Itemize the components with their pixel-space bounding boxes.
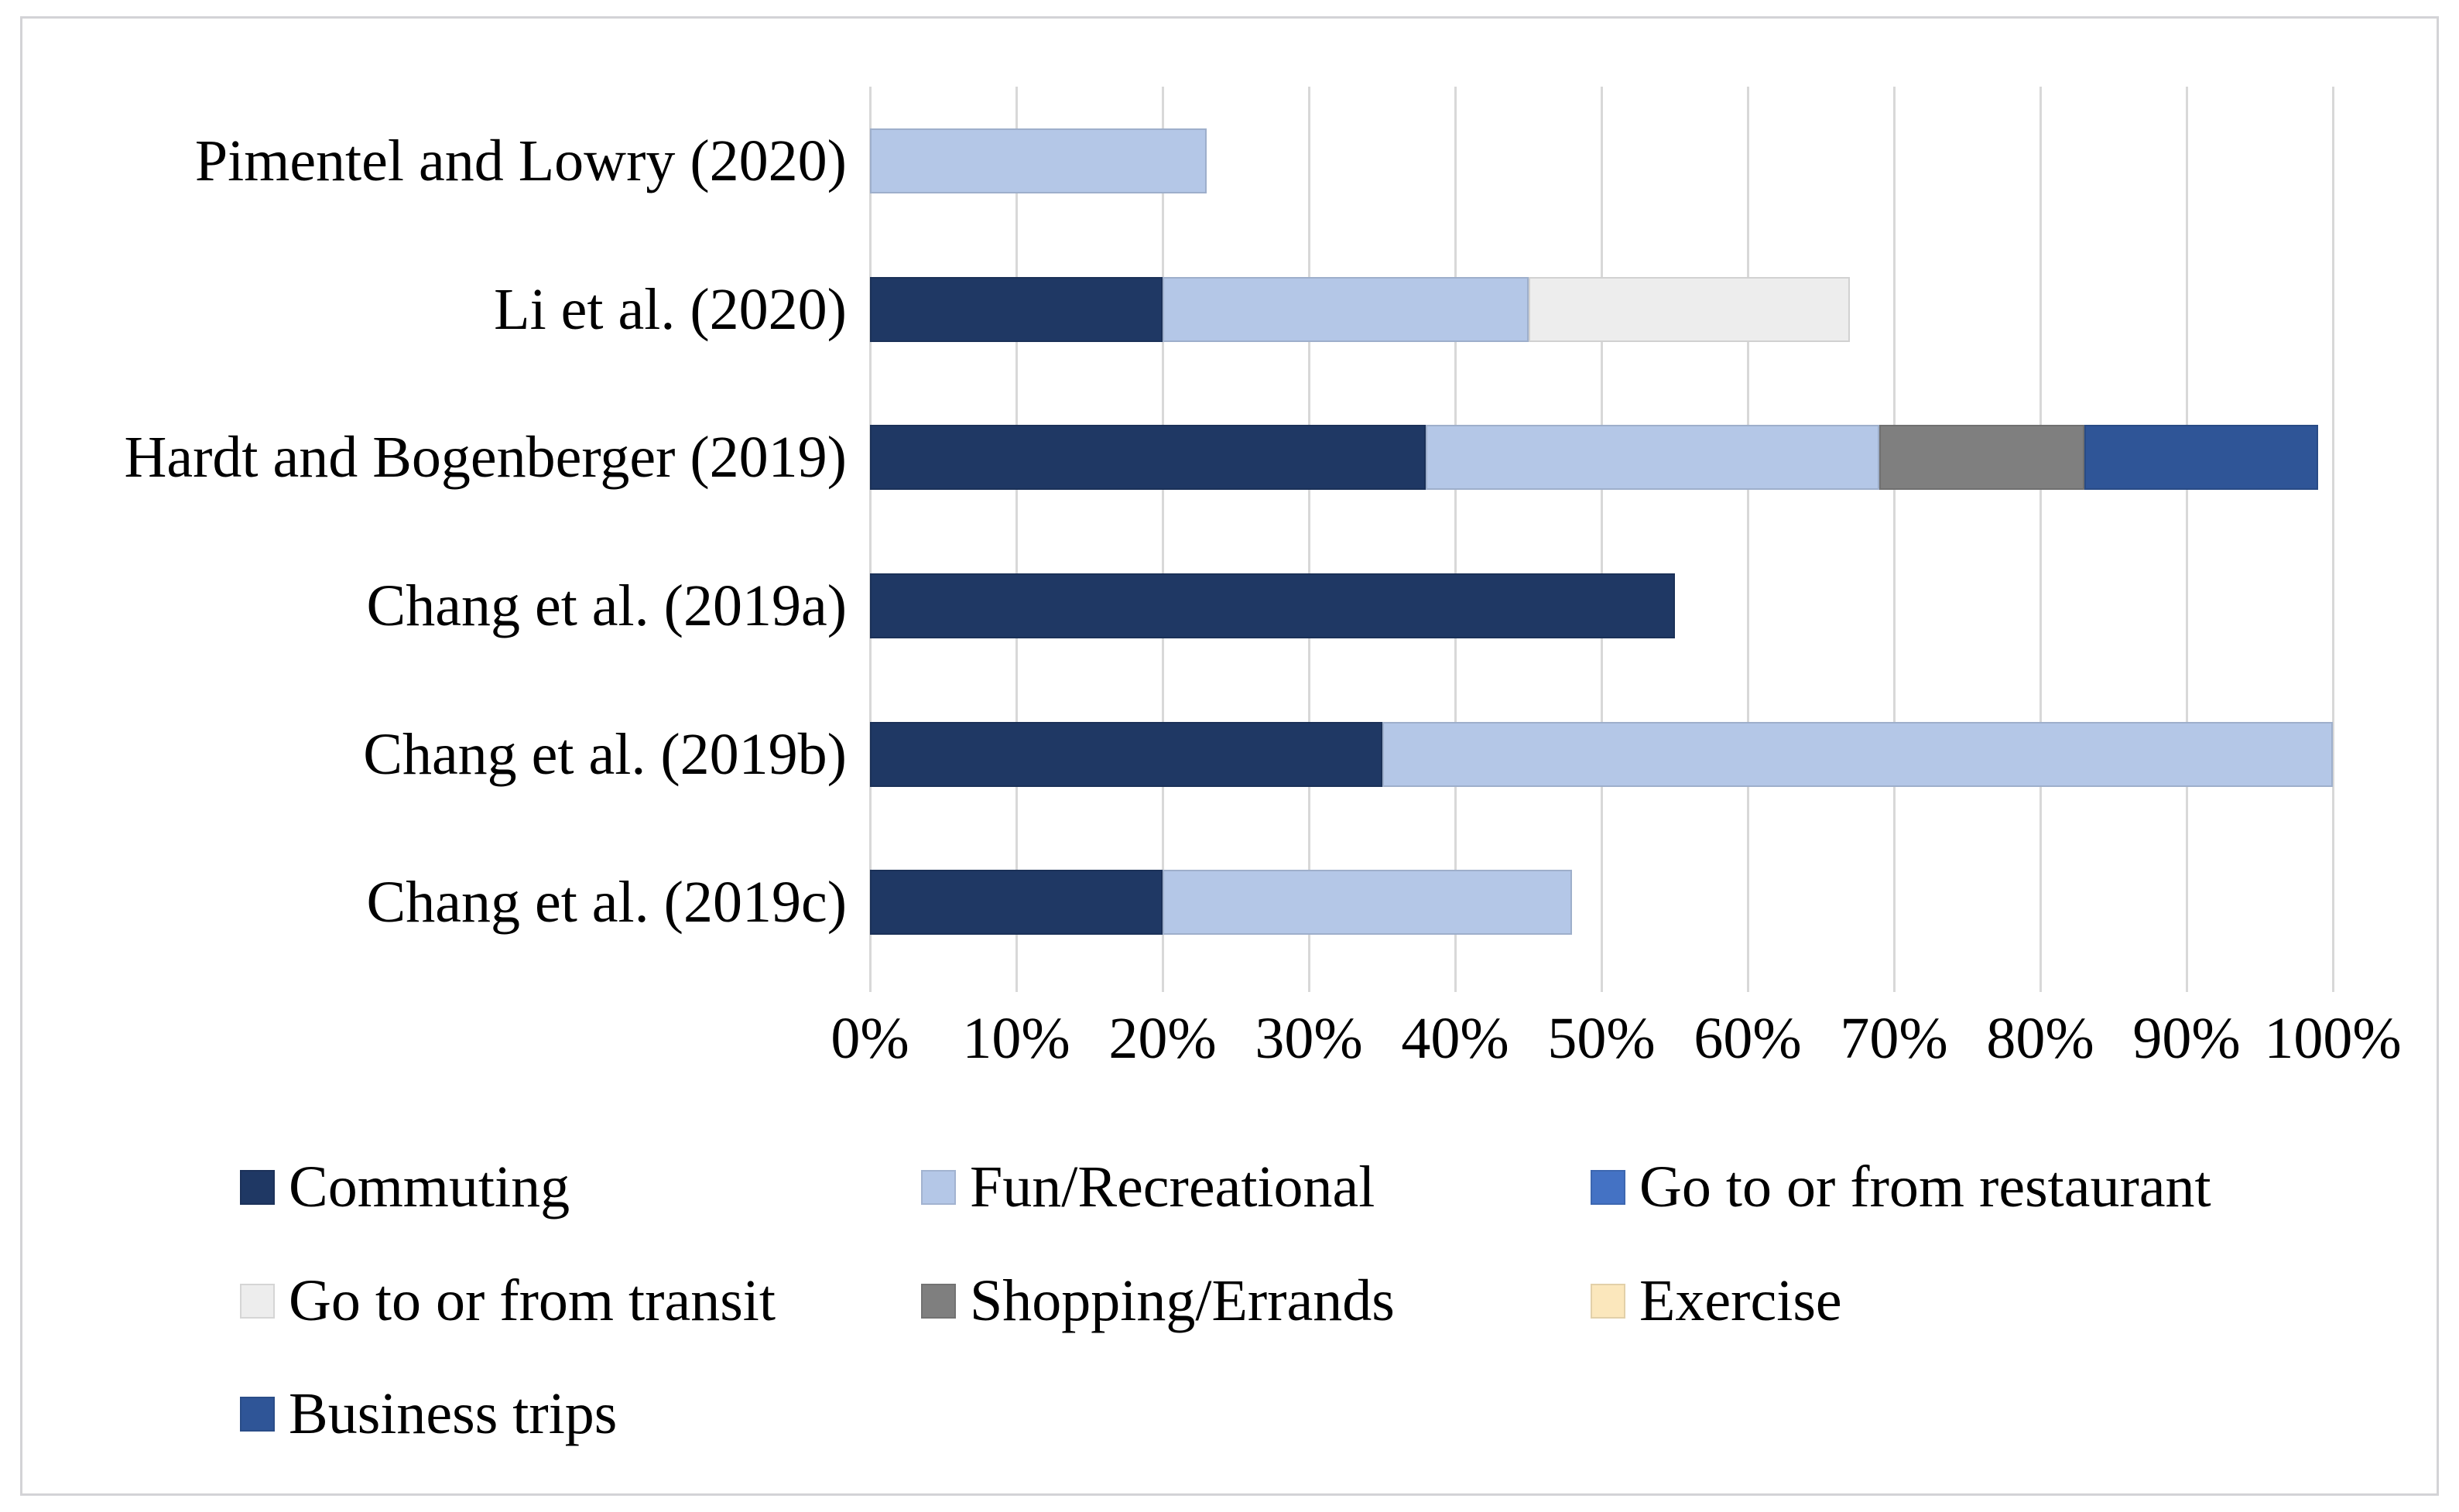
bar-segment-fun-recreational [1382, 721, 2333, 787]
gridline-100% [2332, 87, 2334, 992]
legend-swatch [240, 1283, 275, 1319]
x-tick-label: 50% [1547, 1006, 1656, 1071]
legend-item-fun-recreational: Fun/Recreational [921, 1151, 1375, 1223]
category-label: Chang et al. (2019a) [366, 573, 847, 638]
x-tick-label: 80% [1986, 1006, 2094, 1071]
legend-label: Exercise [1639, 1268, 1842, 1333]
legend-item-exercise: Exercise [1591, 1265, 1842, 1336]
gridline-0% [869, 87, 872, 992]
legend-swatch [1591, 1283, 1625, 1319]
bar-segment-commuting [870, 870, 1163, 936]
bar-segment-commuting [870, 425, 1426, 491]
legend-swatch [921, 1283, 956, 1319]
gridline-40% [1454, 87, 1457, 992]
legend-swatch [240, 1169, 275, 1205]
bar-segment-commuting [870, 721, 1382, 787]
figure-border [20, 16, 2439, 1496]
category-label: Li et al. (2020) [494, 276, 847, 342]
gridline-10% [1015, 87, 1018, 992]
legend-swatch [240, 1396, 275, 1432]
x-tick-label: 10% [962, 1006, 1070, 1071]
legend-label: Go to or from restaurant [1639, 1155, 2211, 1220]
bar-segment-fun-recreational [870, 128, 1207, 193]
category-label: Pimentel and Lowry (2020) [194, 128, 847, 193]
gridline-60% [1747, 87, 1749, 992]
legend-label: Shopping/Errands [970, 1268, 1395, 1333]
bar-segment-fun-recreational [1163, 276, 1529, 342]
legend-item-go-to-or-from-transit: Go to or from transit [240, 1265, 776, 1336]
legend-item-shopping-errands: Shopping/Errands [921, 1265, 1395, 1336]
category-label: Chang et al. (2019c) [366, 870, 847, 936]
bar-segment-commuting [870, 276, 1163, 342]
legend-label: Fun/Recreational [970, 1155, 1375, 1220]
gridline-80% [2039, 87, 2042, 992]
bar-segment-shopping-errands [1879, 425, 2084, 491]
x-tick-label: 0% [831, 1006, 909, 1071]
gridline-70% [1893, 87, 1896, 992]
legend-item-business-trips: Business trips [240, 1378, 617, 1449]
x-tick-label: 70% [1840, 1006, 1948, 1071]
legend-label: Go to or from transit [289, 1268, 776, 1333]
category-label: Hardt and Bogenberger (2019) [124, 425, 847, 491]
gridline-50% [1601, 87, 1603, 992]
legend-swatch [1591, 1169, 1625, 1205]
x-tick-label: 40% [1401, 1006, 1509, 1071]
category-label: Chang et al. (2019b) [363, 721, 847, 787]
legend-swatch [921, 1169, 956, 1205]
gridline-90% [2186, 87, 2188, 992]
legend-label: Business trips [289, 1381, 618, 1446]
bar-segment-fun-recreational [1163, 870, 1573, 936]
x-tick-label: 30% [1255, 1006, 1363, 1071]
gridline-20% [1162, 87, 1164, 992]
x-tick-label: 90% [2132, 1006, 2241, 1071]
gridline-30% [1308, 87, 1310, 992]
bar-segment-commuting [870, 573, 1675, 638]
x-tick-label: 20% [1108, 1006, 1217, 1071]
legend-label: Commuting [289, 1155, 570, 1220]
bar-segment-go-to-or-from-transit [1528, 276, 1851, 342]
bar-segment-business-trips [2084, 425, 2319, 491]
x-tick-label: 100% [2264, 1006, 2402, 1071]
legend-item-commuting: Commuting [240, 1151, 570, 1223]
bar-segment-fun-recreational [1426, 425, 1880, 491]
legend-item-go-to-or-from-restaurant: Go to or from restaurant [1591, 1151, 2211, 1223]
x-tick-label: 60% [1694, 1006, 1802, 1071]
